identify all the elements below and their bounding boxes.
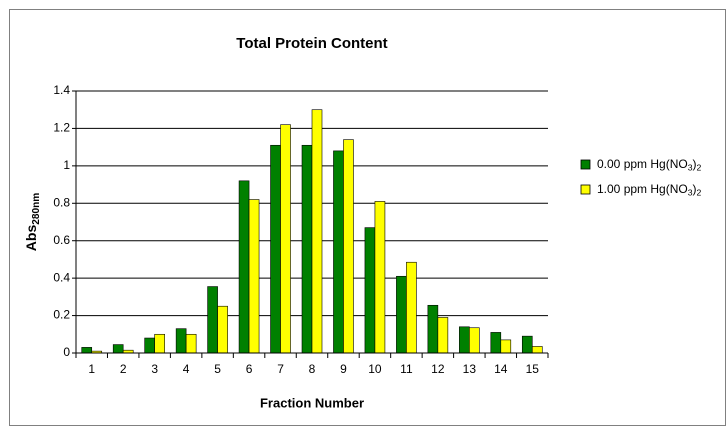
bar [185,333,197,354]
x-tick-label: 4 [183,362,190,376]
x-tick-label: 10 [368,362,382,376]
bar [112,344,124,354]
x-tick-label: 2 [120,362,127,376]
x-axis-label: Fraction Number [260,395,364,410]
bar [154,333,165,354]
x-tick-label: 11 [400,362,413,376]
bar [270,144,281,354]
bar [81,347,93,354]
legend-swatch [580,184,591,195]
bar [364,227,376,354]
bar [469,327,480,354]
x-tick-label: 8 [309,362,316,376]
bar [521,335,533,354]
bar [343,139,354,354]
x-tick-label: 7 [277,362,284,376]
x-tick-label: 12 [431,362,445,376]
y-tick-label: 0 [63,345,70,359]
y-axis-label: Abs280nm [23,193,42,251]
x-tick-label: 6 [246,362,253,376]
y-tick-label: 0.4 [53,270,70,284]
legend-swatch [580,159,591,170]
bar [427,304,439,354]
bar [374,201,386,354]
bar [248,199,260,354]
legend-label: 0.00 ppm Hg(NO3)2 [597,157,702,173]
x-tick-label: 15 [526,362,540,376]
bar [437,317,449,354]
y-tick-label: 1.4 [53,83,70,97]
x-tick-label: 14 [494,362,508,376]
x-tick-label: 9 [340,362,347,376]
bar [238,180,250,354]
bar [207,286,218,354]
bar [459,326,470,354]
bar [396,275,407,354]
legend-label: 1.00 ppm Hg(NO3)2 [597,182,702,198]
y-tick-label: 1.2 [53,121,70,135]
y-tick-label: 0.2 [53,308,70,322]
bar [280,124,291,354]
y-tick-label: 0.6 [53,233,70,247]
bar [175,328,187,354]
chart-border [9,9,726,426]
x-tick-label: 3 [151,362,158,376]
bar [490,332,502,354]
bar [301,144,313,354]
bar [311,109,323,354]
y-tick-label: 0.8 [53,195,70,209]
y-tick-label: 1 [63,158,70,172]
bar [217,305,228,354]
chart-title: Total Protein Content [236,35,387,52]
bar [144,337,155,354]
x-tick-label: 13 [463,362,477,376]
bar [333,150,344,354]
bar [500,339,512,354]
x-tick-label: 5 [214,362,221,376]
bar [531,346,543,354]
x-tick-label: 1 [88,362,95,376]
bar [406,261,417,354]
